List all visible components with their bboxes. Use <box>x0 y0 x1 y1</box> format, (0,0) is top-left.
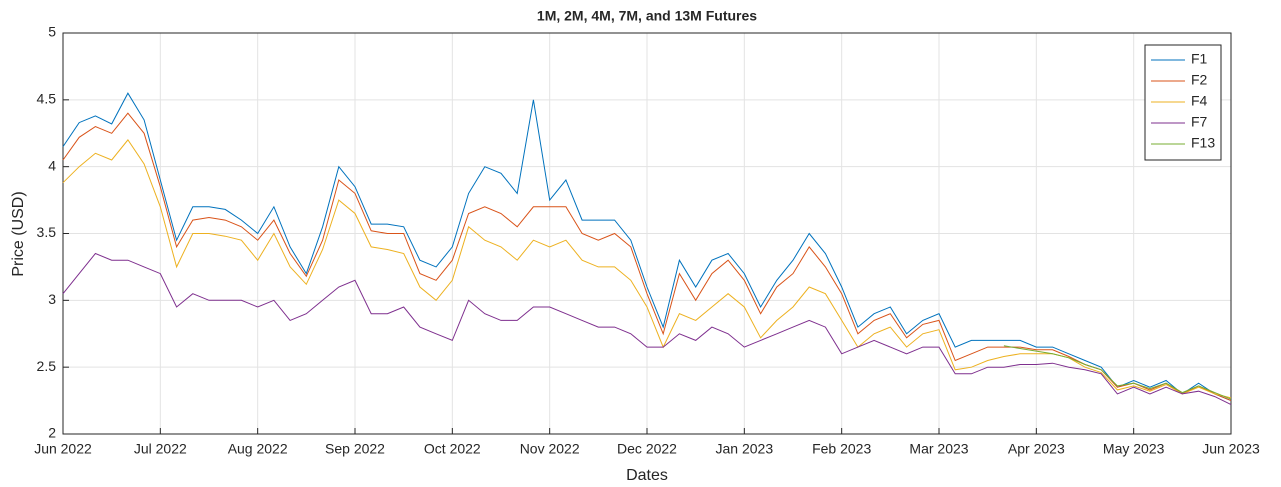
y-tick-label: 3.5 <box>37 224 57 240</box>
x-tick-label: Dec 2022 <box>617 441 677 457</box>
legend-label: F4 <box>1191 93 1208 109</box>
x-tick-label: Apr 2023 <box>1008 441 1065 457</box>
x-tick-label: Jul 2022 <box>134 441 187 457</box>
y-tick-label: 2 <box>48 425 56 441</box>
x-tick-label: Mar 2023 <box>909 441 968 457</box>
x-tick-label: Jun 2022 <box>34 441 92 457</box>
x-tick-label: Jun 2023 <box>1202 441 1260 457</box>
series-line <box>62 252 1232 406</box>
legend-label: F2 <box>1191 72 1208 88</box>
x-tick-label: Oct 2022 <box>424 441 481 457</box>
x-tick-label: Sep 2022 <box>325 441 385 457</box>
chart-title: 1M, 2M, 4M, 7M, and 13M Futures <box>537 8 757 24</box>
legend-label: F13 <box>1191 135 1215 151</box>
series-line <box>1003 345 1232 400</box>
y-tick-label: 4.5 <box>37 91 57 107</box>
x-tick-label: Feb 2023 <box>812 441 871 457</box>
x-tick-label: Nov 2022 <box>520 441 580 457</box>
series-line <box>62 112 1232 402</box>
x-tick-label: May 2023 <box>1103 441 1165 457</box>
y-tick-label: 3 <box>48 291 56 307</box>
x-tick-label: Jan 2023 <box>716 441 774 457</box>
y-axis-label: Price (USD) <box>10 191 27 276</box>
y-tick-label: 5 <box>48 24 56 40</box>
legend: F1 F2 F4 F7 F13 <box>1144 44 1222 161</box>
series-line <box>62 139 1232 399</box>
legend-label: F7 <box>1191 114 1208 130</box>
y-tick-label: 4 <box>48 157 56 173</box>
x-axis-label: Dates <box>626 467 668 484</box>
x-tick-label: Aug 2022 <box>228 441 288 457</box>
y-tick-label: 2.5 <box>37 358 57 374</box>
plot-frame <box>62 32 1232 435</box>
legend-label: F1 <box>1191 51 1208 67</box>
series-line <box>62 92 1232 402</box>
